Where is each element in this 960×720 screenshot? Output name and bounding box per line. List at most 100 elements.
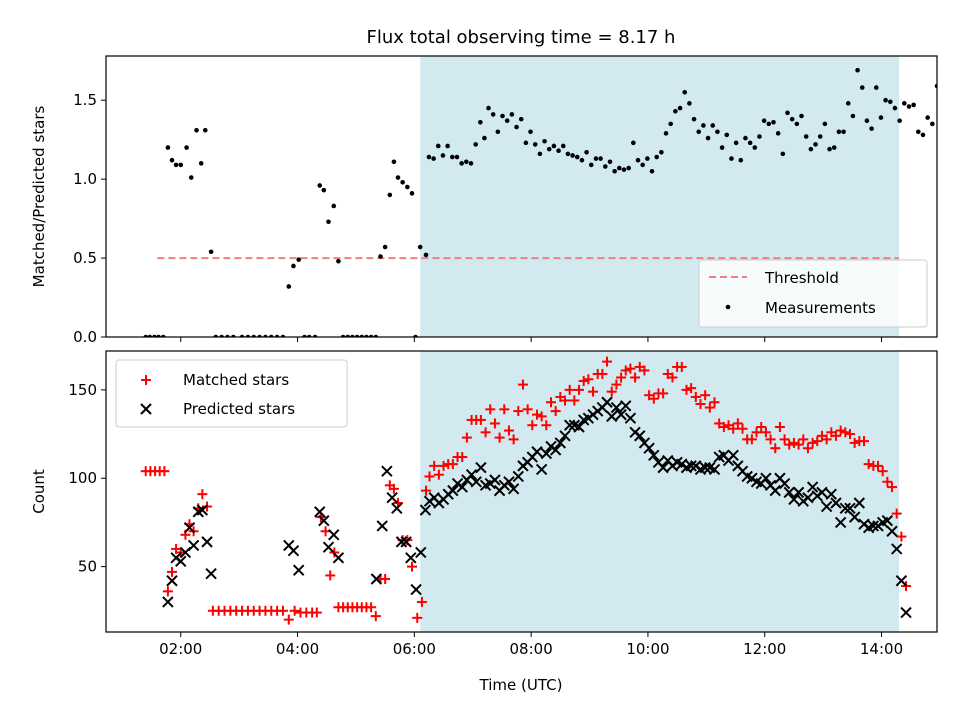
bottom-y-tick-label: 50 (78, 558, 97, 576)
predicted-stars-point-b (410, 583, 422, 596)
x-tick-label: 04:00 (276, 640, 319, 658)
measurements-point (729, 156, 734, 161)
matched-stars-point (732, 418, 743, 429)
matched-stars-point (289, 605, 300, 616)
matched-stars-point (499, 404, 510, 415)
predicted-stars-point (853, 497, 866, 509)
measurements-point (198, 161, 204, 166)
matched-stars-point (429, 460, 440, 471)
predicted-stars-point (769, 484, 781, 497)
matched-stars-point (545, 397, 556, 408)
matched-stars-point (751, 427, 762, 438)
predicted-stars-point-b (395, 536, 408, 548)
predicted-stars-point (470, 476, 482, 488)
x-tick-label: 10:00 (626, 640, 669, 658)
measurements-point (906, 104, 912, 109)
predicted-stars-point (314, 506, 326, 518)
predicted-stars-point-b (620, 400, 632, 412)
measurements-point (766, 121, 772, 127)
predicted-stars-point-b (549, 444, 562, 456)
top-y-tick-label: 0.0 (73, 328, 97, 346)
matched-stars-point (494, 432, 505, 443)
measurements-point (883, 97, 888, 103)
measurements-point (855, 67, 860, 73)
measurements-point (588, 162, 594, 168)
measurements-point (423, 252, 429, 258)
top-panel: 0.0 0.5 1.0 1.5 Matched/Predicted stars Thres… (30, 55, 938, 346)
matched-stars-point (166, 566, 177, 577)
measurements-point (565, 151, 571, 157)
predicted-stars-point-b (162, 596, 174, 608)
measurements-point (440, 153, 446, 158)
x-tick-label: 12:00 (743, 640, 786, 658)
predicted-stars-point-b (470, 476, 482, 488)
predicted-stars-point-b (554, 437, 567, 449)
matched-stars-point (788, 437, 799, 448)
predicted-stars-point-b (769, 484, 781, 497)
predicted-stars-point-b (643, 442, 655, 454)
measurements-point (178, 162, 184, 168)
predicted-stars-point (634, 430, 646, 442)
predicted-stars-point-b (475, 461, 487, 474)
matched-stars-point (718, 421, 729, 432)
measurements-point (405, 184, 410, 190)
predicted-stars-point-b (760, 472, 772, 484)
measurements-point (901, 101, 907, 106)
predicted-stars-point-b (648, 449, 660, 461)
predicted-stars-point-b (376, 520, 388, 532)
predicted-stars-point (395, 536, 408, 548)
predicted-stars-point (196, 504, 209, 516)
predicted-stars-point (783, 486, 795, 499)
matched-stars-point (873, 460, 884, 471)
matched-stars-point (658, 388, 669, 399)
predicted-stars-point-b (531, 446, 543, 458)
measurements-point (920, 132, 926, 138)
matched-stars-point (606, 386, 617, 397)
matched-stars-point (407, 561, 418, 572)
matched-stars-point (807, 437, 818, 448)
measurements-point (827, 146, 832, 152)
measurements-point (780, 151, 786, 157)
matched-stars-point (421, 485, 432, 496)
predicted-stars-point-b (568, 419, 581, 431)
matched-stars-point (485, 404, 496, 415)
matched-stars-point (447, 459, 458, 470)
matched-stars-point (531, 409, 542, 420)
predicted-stars-point (400, 536, 412, 548)
matched-stars-point (737, 423, 748, 434)
measurements-point (682, 90, 688, 95)
measurements-point (677, 105, 683, 111)
matched-stars-point (616, 372, 627, 383)
predicted-stars-point-b (456, 481, 468, 493)
matched-stars-point (812, 436, 823, 447)
predicted-stars-point (465, 469, 478, 481)
legend-predicted-swatch (140, 403, 152, 415)
matched-stars-point (728, 423, 739, 434)
predicted-stars-point-b (465, 469, 478, 481)
measurements-point (326, 219, 331, 225)
predicted-stars-point (410, 583, 422, 596)
measurements-point (202, 127, 208, 133)
measurements-point (654, 154, 659, 160)
measurements-point (691, 116, 697, 122)
measurements-point (556, 148, 561, 154)
measurements-point (845, 101, 851, 106)
measurements-point (584, 149, 589, 155)
predicted-stars-point (205, 567, 217, 580)
predicted-stars-point (895, 575, 908, 587)
matched-stars-point (388, 483, 399, 494)
measurements-point (579, 157, 585, 163)
predicted-stars-point (657, 461, 669, 474)
matched-stars-point (489, 418, 500, 429)
predicted-stars-point-b (886, 525, 898, 537)
measurements-point (859, 85, 865, 90)
matched-stars-point (639, 365, 650, 376)
matched-stars-point (690, 391, 701, 402)
legend-box (698, 259, 928, 328)
measurements-point (799, 113, 804, 119)
matched-stars-point (162, 586, 173, 597)
top-legend: Threshold Measurements (698, 259, 928, 328)
measurements-point (635, 157, 641, 163)
predicted-stars-point-b (386, 491, 398, 504)
predicted-stars-point-b (183, 522, 196, 534)
